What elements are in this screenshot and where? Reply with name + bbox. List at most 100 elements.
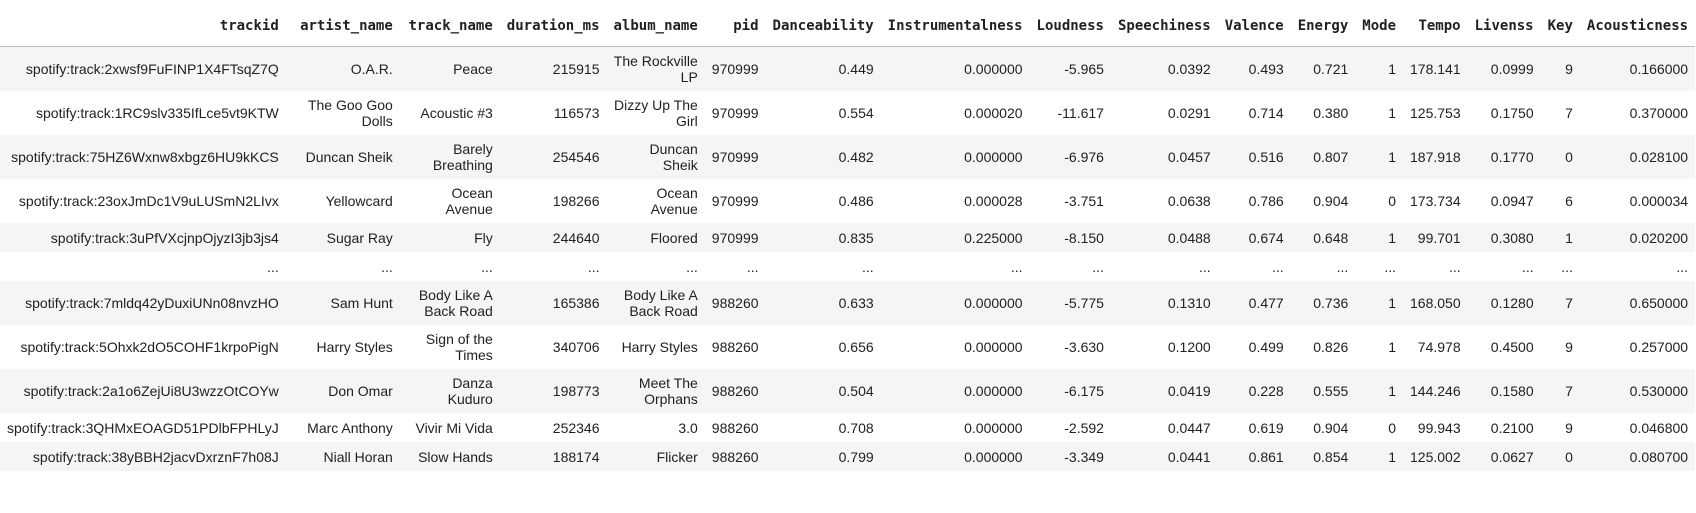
column-header-speechiness: Speechiness xyxy=(1110,6,1218,47)
cell-acousticness: 0.166000 xyxy=(1629,61,1689,77)
cell-artist-name: Duncan Sheik xyxy=(305,149,393,165)
ellipsis-cell: ... xyxy=(1384,258,1396,275)
cell-pid: 988260 xyxy=(711,448,759,465)
cell-tempo: 99.701 xyxy=(1417,229,1461,246)
cell-danceability: 0.656 xyxy=(838,339,874,355)
table-row: spotify:track:38yBBH2jacvDxrznF7h08J Nia… xyxy=(0,442,1696,471)
table-row: spotify:track:3uPfVXcjnpOjyzI3jb3js4 Sug… xyxy=(0,223,1696,252)
cell-acousticness: 0.046800 xyxy=(1629,419,1689,436)
column-header-artist-name: artist_name xyxy=(285,6,400,47)
cell-instrumentalness: 0.000000 xyxy=(964,149,1023,165)
column-header-duration-ms: duration_ms xyxy=(499,6,607,47)
ellipsis-cell: ... xyxy=(1521,258,1534,275)
cell-livenss: 0.0947 xyxy=(1490,193,1534,209)
header-row: trackid artist_name track_name duration_… xyxy=(0,6,1696,47)
cell-duration-ms: 215915 xyxy=(552,61,600,77)
cell-valence: 0.786 xyxy=(1248,193,1284,209)
cell-valence: 0.516 xyxy=(1248,149,1284,165)
cell-key: 6 xyxy=(1565,193,1573,209)
cell-artist-name: Sugar Ray xyxy=(326,229,393,246)
cell-danceability: 0.486 xyxy=(838,193,874,209)
cell-energy: 0.826 xyxy=(1313,339,1349,355)
cell-artist-name: Marc Anthony xyxy=(307,419,393,436)
cell-key: 9 xyxy=(1565,339,1573,355)
ellipsis-cell: ... xyxy=(481,258,493,275)
cell-duration-ms: 116573 xyxy=(553,105,600,121)
table-row: spotify:track:2a1o6ZejUi8U3wzzOtCOYw Don… xyxy=(0,369,1696,413)
cell-livenss: 0.0999 xyxy=(1490,61,1534,77)
cell-energy: 0.736 xyxy=(1313,295,1349,311)
cell-duration-ms: 165386 xyxy=(552,295,600,311)
cell-trackid: spotify:track:2xwsf9FuFINP1X4FTsqZ7Q xyxy=(25,61,279,77)
cell-mode: 1 xyxy=(1388,149,1396,165)
cell-loudness: -5.775 xyxy=(1064,295,1104,311)
cell-pid: 970999 xyxy=(711,61,759,77)
cell-speechiness: 0.0638 xyxy=(1167,193,1211,209)
cell-speechiness: 0.0392 xyxy=(1167,61,1211,77)
cell-mode: 1 xyxy=(1388,383,1396,399)
cell-livenss: 0.0627 xyxy=(1490,448,1534,465)
cell-key: 7 xyxy=(1565,295,1573,311)
cell-danceability: 0.835 xyxy=(838,229,874,246)
cell-duration-ms: 198773 xyxy=(552,383,600,399)
cell-energy: 0.904 xyxy=(1313,419,1349,436)
cell-loudness: -6.175 xyxy=(1064,383,1104,399)
column-header-pid: pid xyxy=(704,6,766,47)
cell-loudness: -3.751 xyxy=(1064,193,1104,209)
cell-tempo: 125.753 xyxy=(1410,105,1461,121)
cell-acousticness: 0.000034 xyxy=(1629,193,1689,209)
cell-mode: 0 xyxy=(1388,193,1396,209)
cell-speechiness: 0.0419 xyxy=(1167,383,1211,399)
cell-track-name: Fly xyxy=(474,229,493,246)
column-header-instrumentalness: Instrumentalness xyxy=(880,6,1030,47)
cell-speechiness: 0.0441 xyxy=(1167,448,1211,465)
cell-album-name: The Rockville LP xyxy=(613,53,698,85)
table-row: spotify:track:75HZ6Wxnw8xbgz6HU9kKCS Dun… xyxy=(0,135,1696,179)
cell-artist-name: The Goo Goo Dolls xyxy=(307,97,393,129)
cell-acousticness: 0.028100 xyxy=(1629,149,1689,165)
cell-tempo: 168.050 xyxy=(1410,295,1461,311)
cell-album-name: Flicker xyxy=(656,448,698,465)
cell-loudness: -8.150 xyxy=(1064,229,1104,246)
ellipsis-cell: ... xyxy=(746,258,759,275)
cell-duration-ms: 254546 xyxy=(552,149,600,165)
cell-key: 0 xyxy=(1565,149,1573,165)
cell-valence: 0.714 xyxy=(1248,105,1284,121)
cell-mode: 1 xyxy=(1388,339,1396,355)
cell-duration-ms: 188174 xyxy=(552,448,600,465)
cell-acousticness: 0.020200 xyxy=(1629,229,1689,246)
cell-album-name: Meet The Orphans xyxy=(638,375,698,407)
cell-danceability: 0.554 xyxy=(838,105,874,121)
cell-speechiness: 0.1310 xyxy=(1167,295,1211,311)
cell-livenss: 0.2100 xyxy=(1490,419,1534,436)
cell-duration-ms: 244640 xyxy=(552,229,600,246)
cell-tempo: 173.734 xyxy=(1410,193,1461,209)
cell-tempo: 187.918 xyxy=(1410,149,1461,165)
cell-instrumentalness: 0.000000 xyxy=(964,61,1023,77)
cell-acousticness: 0.530000 xyxy=(1629,383,1689,399)
cell-energy: 0.854 xyxy=(1313,448,1349,465)
ellipsis-cell: ... xyxy=(1448,258,1461,275)
cell-acousticness: 0.650000 xyxy=(1629,295,1689,311)
cell-danceability: 0.449 xyxy=(838,61,874,77)
cell-mode: 1 xyxy=(1388,295,1396,311)
cell-danceability: 0.633 xyxy=(838,295,874,311)
cell-instrumentalness: 0.000020 xyxy=(964,105,1023,121)
cell-danceability: 0.504 xyxy=(838,383,874,399)
cell-energy: 0.555 xyxy=(1313,383,1349,399)
cell-loudness: -3.630 xyxy=(1064,339,1104,355)
cell-instrumentalness: 0.000000 xyxy=(964,295,1023,311)
cell-livenss: 0.1770 xyxy=(1490,149,1534,165)
cell-album-name: Duncan Sheik xyxy=(649,141,698,173)
cell-valence: 0.228 xyxy=(1248,383,1284,399)
ellipsis-cell: ... xyxy=(1199,258,1211,275)
cell-danceability: 0.708 xyxy=(838,419,874,436)
cell-album-name: Body Like A Back Road xyxy=(623,287,698,319)
cell-danceability: 0.482 xyxy=(838,149,874,165)
cell-track-name: Body Like A Back Road xyxy=(418,287,493,319)
column-header-danceability: Danceability xyxy=(765,6,881,47)
cell-track-name: Ocean Avenue xyxy=(445,185,493,217)
ellipsis-cell: ... xyxy=(1561,258,1573,275)
ellipsis-cell: ... xyxy=(1010,258,1023,275)
cell-track-name: Barely Breathing xyxy=(432,141,493,173)
